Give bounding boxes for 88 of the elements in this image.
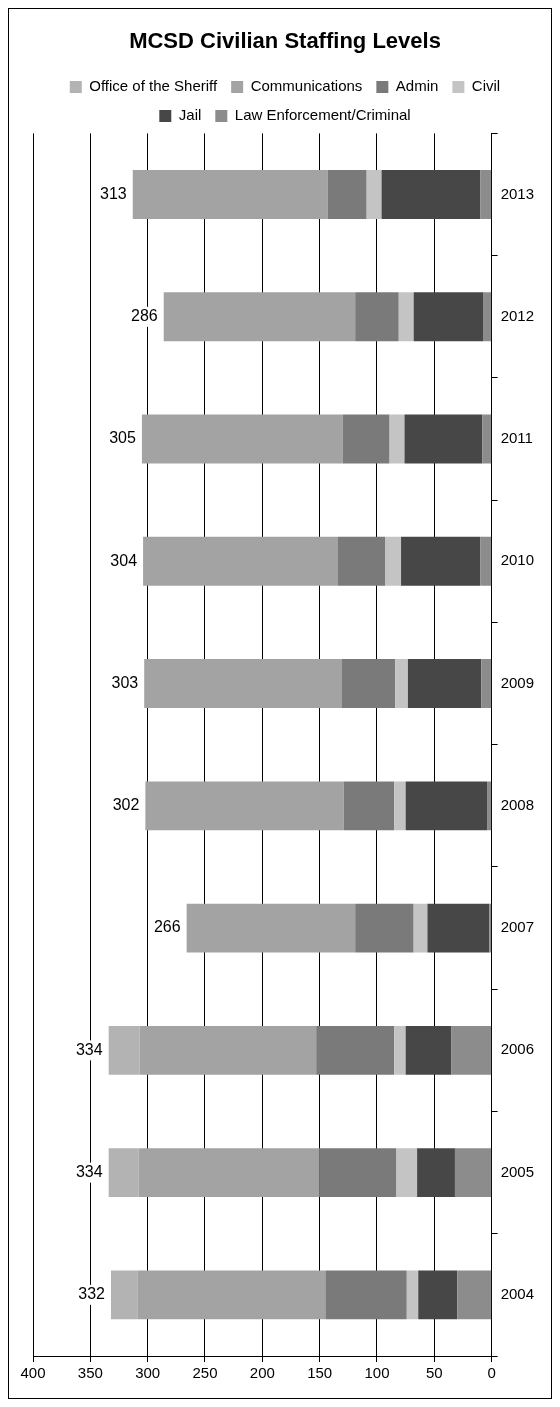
bar (337, 536, 385, 586)
y-tick-label: 2008 (500, 795, 535, 813)
bar (163, 292, 356, 342)
y-tick-label: 2006 (500, 1040, 535, 1058)
bar (394, 1025, 406, 1075)
bar (405, 1025, 452, 1075)
bar (394, 781, 406, 831)
total-label: 332 (78, 1285, 106, 1303)
bar (407, 659, 482, 709)
bar (144, 659, 342, 709)
bar (413, 903, 428, 953)
bar (186, 903, 356, 953)
bar (108, 1025, 140, 1075)
total-label: 334 (75, 1040, 103, 1058)
total-label: 266 (153, 918, 181, 936)
total-label: 304 (110, 551, 138, 569)
bar (406, 1270, 419, 1320)
bar (132, 170, 328, 219)
y-tick-label: 2011 (500, 429, 533, 447)
bar (457, 1270, 492, 1320)
bar (385, 536, 402, 586)
x-tick-label: 350 (77, 1364, 103, 1382)
bar (366, 170, 382, 219)
x-tick-label: 50 (425, 1364, 443, 1382)
bar (417, 1148, 455, 1198)
bar (481, 659, 492, 709)
bar (404, 414, 483, 464)
bar (398, 292, 414, 342)
y-tick-label: 2005 (500, 1162, 535, 1180)
x-tick-label: 200 (249, 1364, 275, 1382)
y-tick-label: 2004 (500, 1285, 535, 1303)
bar (108, 1148, 139, 1198)
bar (141, 414, 343, 464)
bar (319, 1148, 397, 1198)
x-tick-label: 400 (20, 1364, 46, 1382)
bar (137, 1270, 326, 1320)
bar (454, 1148, 492, 1198)
bar (389, 414, 405, 464)
total-label: 305 (109, 429, 137, 447)
bar (381, 170, 481, 219)
total-label: 286 (131, 307, 158, 325)
bar (480, 536, 492, 586)
legend-label: Admin (395, 77, 439, 95)
bar (138, 1148, 320, 1198)
x-tick-label: 0 (487, 1364, 496, 1382)
bar (139, 1025, 317, 1075)
bar (396, 1148, 418, 1198)
bar (316, 1025, 395, 1075)
bar (418, 1270, 458, 1320)
bar (343, 781, 395, 831)
legend-label: Office of the Sheriff (89, 77, 218, 95)
legend-label: Jail (178, 106, 202, 124)
legend-label: Communications (250, 77, 363, 95)
bar (110, 1270, 138, 1320)
bar (413, 292, 484, 342)
bar (482, 414, 492, 464)
total-label: 303 (111, 673, 139, 691)
bar (342, 414, 390, 464)
bar (480, 170, 492, 219)
bar (487, 781, 492, 831)
bar (401, 536, 481, 586)
x-tick-label: 100 (364, 1364, 390, 1382)
x-tick-label: 150 (307, 1364, 333, 1382)
y-tick-label: 2010 (500, 551, 535, 569)
bar (355, 292, 399, 342)
bar (451, 1025, 492, 1075)
bar (395, 659, 408, 709)
y-tick-label: 2007 (500, 918, 535, 936)
total-label: 334 (75, 1163, 103, 1181)
bar (427, 903, 490, 953)
bar (341, 659, 396, 709)
total-label: 313 (100, 184, 127, 202)
bar (405, 781, 488, 831)
y-tick-label: 2012 (500, 306, 535, 324)
y-tick-label: 2013 (500, 184, 535, 202)
bar (483, 292, 492, 342)
bar (327, 170, 367, 219)
x-tick-label: 300 (135, 1364, 161, 1382)
total-label: 302 (112, 796, 140, 814)
bar (355, 903, 414, 953)
y-tick-label: 2009 (500, 673, 535, 691)
legend-label: Civil (471, 77, 501, 95)
bar (145, 781, 344, 831)
x-tick-label: 250 (192, 1364, 218, 1382)
legend-label: Law Enforcement/Criminal (234, 106, 411, 124)
bar (143, 536, 338, 586)
bar (325, 1270, 407, 1320)
chart-title: MCSD Civilian Staffing Levels (129, 28, 441, 54)
